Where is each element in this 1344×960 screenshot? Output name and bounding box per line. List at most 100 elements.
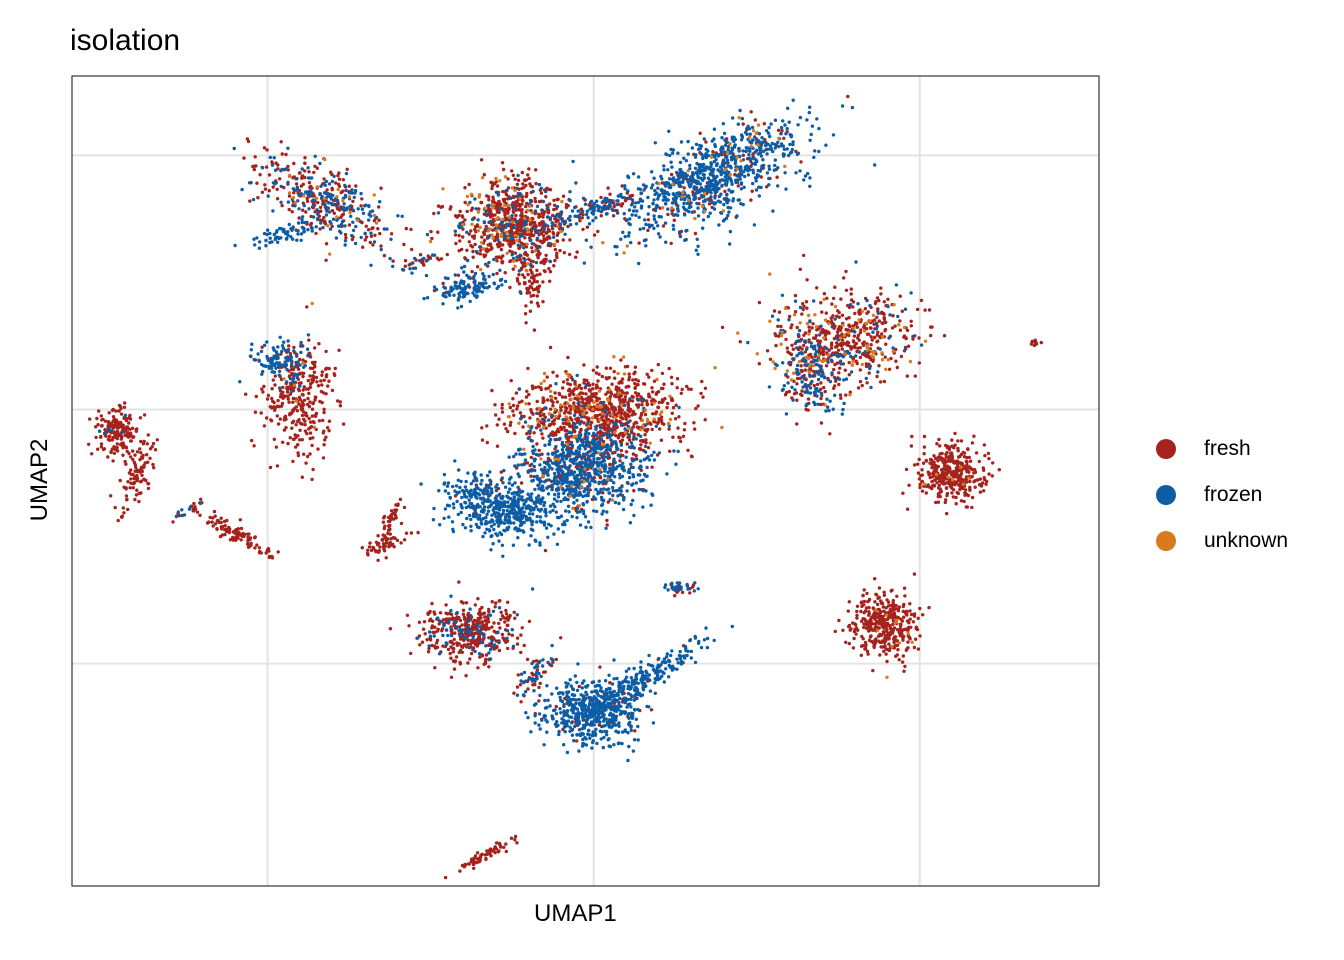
point-frozen <box>327 210 332 214</box>
point-fresh <box>469 208 474 212</box>
point-frozen <box>321 225 325 230</box>
point-fresh <box>903 664 907 669</box>
point-fresh <box>483 661 488 665</box>
point-fresh <box>495 204 499 209</box>
point-fresh <box>844 317 849 321</box>
point-fresh <box>90 452 94 456</box>
point-fresh <box>927 605 931 610</box>
point-fresh <box>636 379 641 383</box>
point-fresh <box>515 841 519 845</box>
point-fresh <box>480 653 484 657</box>
point-fresh <box>381 542 386 546</box>
point-fresh <box>968 485 972 490</box>
point-frozen <box>251 197 256 202</box>
point-fresh <box>692 421 696 425</box>
point-fresh <box>497 621 501 626</box>
point-fresh <box>310 477 314 482</box>
point-fresh <box>324 349 328 354</box>
point-fresh <box>145 442 149 446</box>
point-fresh <box>391 259 395 263</box>
point-fresh <box>392 512 397 516</box>
point-fresh <box>888 633 892 637</box>
point-fresh <box>920 489 925 493</box>
point-frozen <box>523 258 527 262</box>
point-fresh <box>502 845 506 849</box>
point-fresh <box>135 488 139 492</box>
point-frozen <box>363 231 367 236</box>
point-fresh <box>509 836 514 840</box>
point-fresh <box>511 194 516 198</box>
point-fresh <box>518 257 522 262</box>
point-fresh <box>482 611 487 615</box>
point-fresh <box>793 293 798 298</box>
point-fresh <box>541 300 545 304</box>
point-frozen <box>809 132 813 137</box>
point-frozen <box>271 181 276 185</box>
point-fresh <box>786 350 790 354</box>
point-fresh <box>504 849 508 854</box>
point-fresh <box>275 187 279 191</box>
point-fresh <box>937 477 941 481</box>
point-frozen <box>306 228 310 232</box>
point-frozen <box>544 189 548 194</box>
point-fresh <box>617 432 622 437</box>
point-fresh <box>932 483 936 487</box>
point-fresh <box>304 461 308 465</box>
point-fresh <box>513 834 518 839</box>
point-fresh <box>524 304 528 308</box>
point-frozen <box>339 222 344 227</box>
point-fresh <box>501 243 505 247</box>
point-fresh <box>313 365 317 369</box>
point-frozen <box>436 211 441 215</box>
point-fresh <box>454 655 459 659</box>
point-fresh <box>460 247 464 252</box>
point-fresh <box>821 352 826 357</box>
point-fresh <box>307 427 311 431</box>
point-fresh <box>324 258 328 262</box>
point-fresh <box>501 197 506 202</box>
point-fresh <box>618 406 623 411</box>
point-fresh <box>633 386 637 390</box>
point-fresh <box>291 396 296 401</box>
point-fresh <box>877 586 882 590</box>
point-fresh <box>534 244 538 248</box>
point-fresh <box>310 414 314 418</box>
point-fresh <box>559 408 563 412</box>
point-fresh <box>549 432 553 436</box>
point-fresh <box>945 472 949 476</box>
point-fresh <box>335 399 340 403</box>
point-fresh <box>399 541 403 545</box>
point-fresh <box>613 408 618 412</box>
point-fresh <box>891 314 895 318</box>
point-fresh <box>955 465 960 469</box>
point-fresh <box>458 869 462 873</box>
point-fresh <box>377 205 381 209</box>
point-frozen <box>496 193 500 197</box>
point-fresh <box>423 632 427 636</box>
point-fresh <box>837 371 841 375</box>
point-fresh <box>351 199 355 204</box>
point-fresh <box>952 475 957 479</box>
point-fresh <box>601 439 606 444</box>
point-fresh <box>482 626 486 630</box>
point-fresh <box>332 211 336 215</box>
point-fresh <box>526 272 530 277</box>
point-fresh <box>977 483 982 487</box>
point-fresh <box>548 345 553 350</box>
point-fresh <box>882 593 887 597</box>
point-fresh <box>116 424 120 428</box>
point-fresh <box>543 258 547 262</box>
point-frozen <box>389 237 393 241</box>
point-frozen <box>563 232 567 236</box>
point-fresh <box>869 634 873 638</box>
point-fresh <box>687 387 691 391</box>
point-fresh <box>521 261 525 266</box>
point-fresh <box>923 308 927 312</box>
point-fresh <box>464 601 469 605</box>
point-fresh <box>101 447 106 452</box>
point-fresh <box>810 355 814 359</box>
point-fresh <box>112 451 117 455</box>
point-fresh <box>795 325 799 330</box>
point-frozen <box>529 200 533 204</box>
point-fresh <box>430 601 434 606</box>
